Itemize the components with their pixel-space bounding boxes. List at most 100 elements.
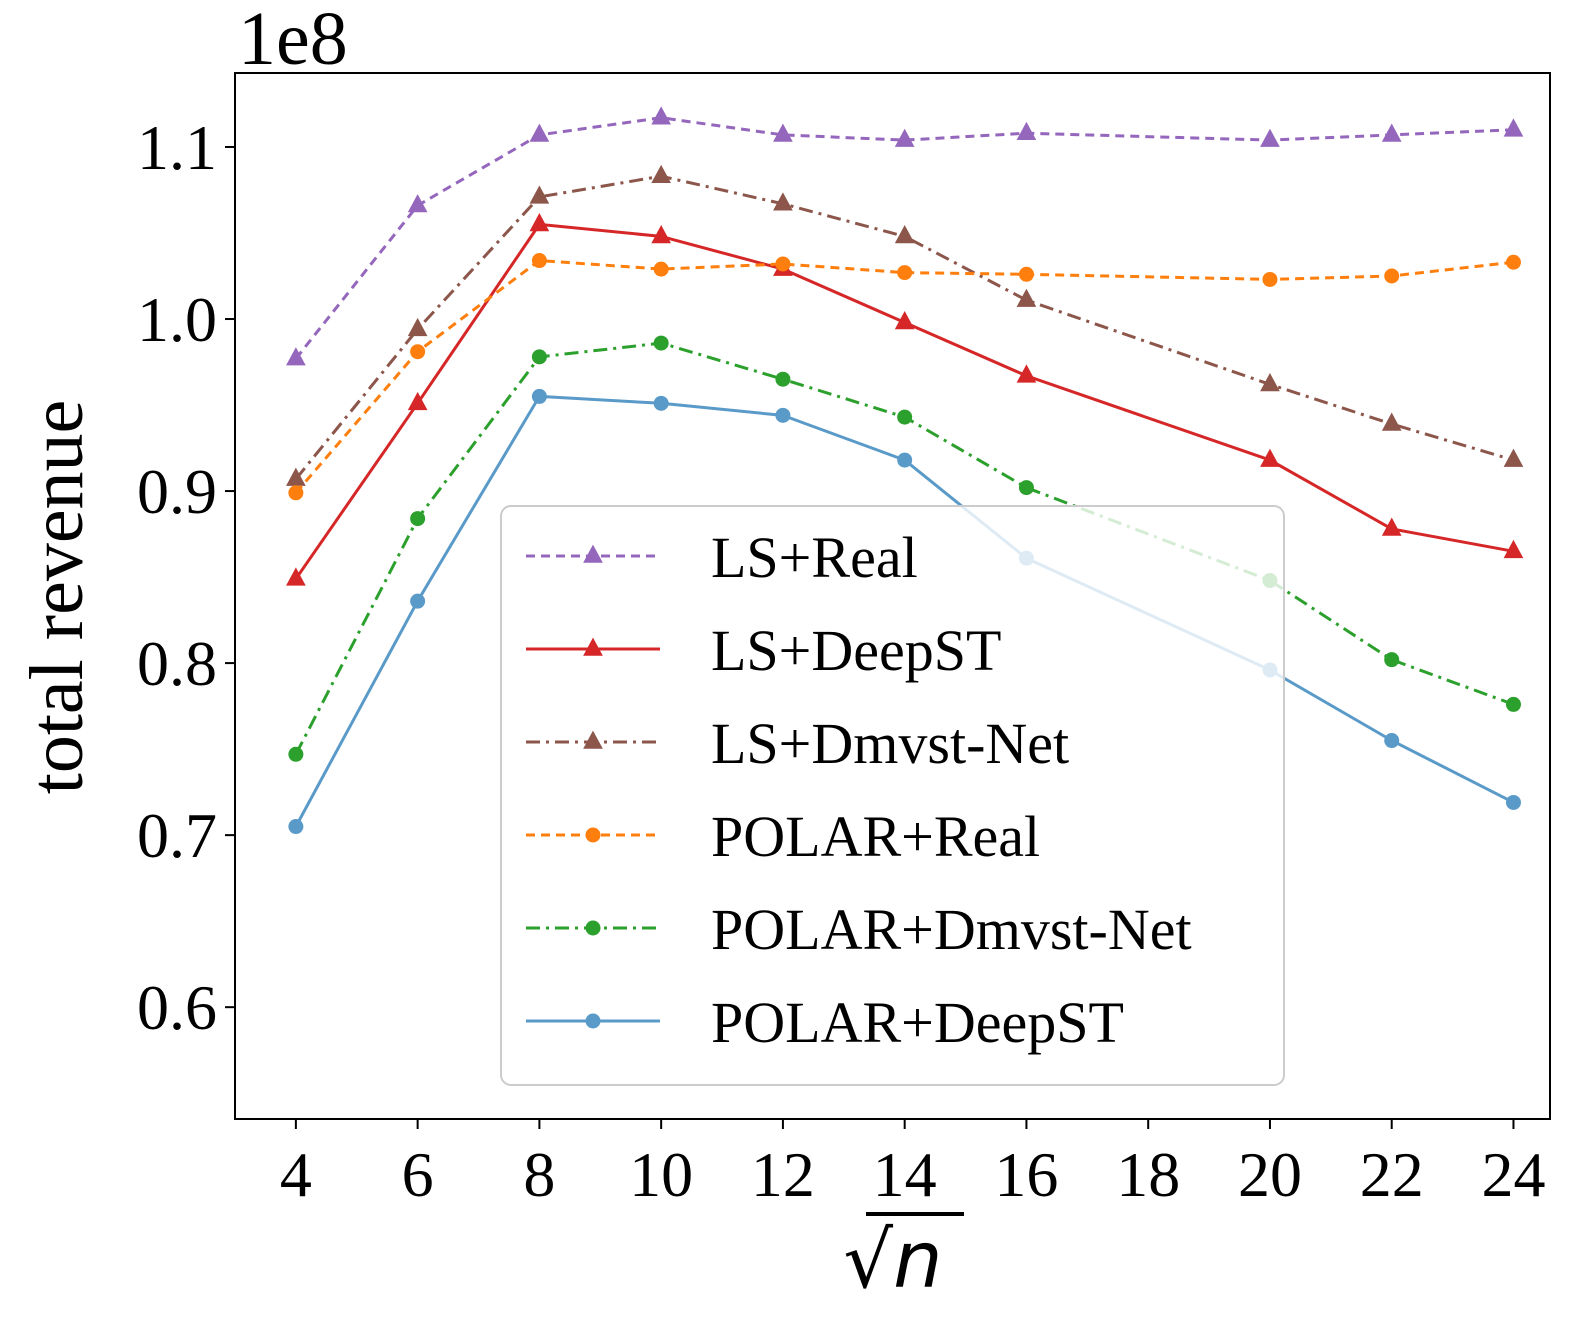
series-line-polar-real [294, 259, 1514, 494]
data-point-polar-real [775, 256, 791, 272]
data-point-ls-real [1381, 123, 1402, 142]
data-point-ls-real [1260, 128, 1280, 147]
data-point-ls-real [286, 347, 306, 366]
legend-label-ls-real: LS+Real [711, 525, 918, 590]
data-point-polar-deepst [410, 593, 426, 609]
data-point-ls-deepst [1381, 517, 1402, 536]
x-tick-label: 6 [402, 1139, 434, 1210]
data-point-polar-real [288, 485, 304, 501]
x-tick-label: 24 [1481, 1139, 1545, 1210]
data-point-polar-dmvst-net [775, 371, 791, 387]
data-point-polar-real [531, 253, 547, 269]
data-point-ls-deepst [1260, 448, 1280, 467]
data-point-polar-dmvst-net [897, 409, 913, 425]
data-point-ls-real [1016, 121, 1037, 141]
legend-marker-ls-dmvst-net [583, 730, 603, 749]
data-point-polar-dmvst-net [531, 349, 547, 365]
y-tick-label: 0.6 [137, 972, 217, 1043]
legend-box [500, 505, 1285, 1086]
data-point-ls-deepst [894, 311, 915, 330]
data-point-polar-deepst [288, 819, 304, 835]
data-point-polar-dmvst-net [1384, 652, 1400, 668]
data-point-polar-dmvst-net [410, 511, 426, 527]
y-scale-label: 1e8 [238, 0, 348, 81]
data-point-polar-dmvst-net [1018, 480, 1034, 496]
data-point-polar-deepst [775, 407, 791, 423]
x-tick-label: 14 [873, 1139, 937, 1210]
series-group [286, 106, 1524, 835]
data-point-polar-real [1262, 271, 1278, 287]
x-axis-label: √n [843, 1216, 942, 1306]
y-tick-label: 0.9 [137, 456, 217, 527]
x-tick-label: 8 [523, 1139, 555, 1210]
legend: LS+Real LS+DeepST LS+Dmvst-Net POLAR+Real PO… [500, 505, 1285, 1086]
legend-marker-ls-real [583, 544, 603, 563]
series-line-ls-dmvst-net [294, 174, 1514, 480]
data-point-ls-deepst [286, 567, 306, 586]
series-line-polar-deepst [294, 394, 1515, 828]
data-point-ls-dmvst-net [529, 185, 550, 204]
data-point-polar-real [897, 265, 913, 281]
x-axis-label-variable: n [893, 1216, 942, 1306]
series-line-ls-deepst [294, 222, 1514, 580]
x-tick-label: 10 [629, 1139, 693, 1210]
y-tick-label: 1.1 [137, 112, 217, 183]
data-point-ls-dmvst-net [1260, 372, 1280, 392]
y-tick-label: 0.7 [137, 800, 217, 871]
legend-label-ls-deepst: LS+DeepST [711, 618, 1001, 683]
legend-marker-ls-deepst [583, 637, 603, 656]
plot-frame [234, 72, 1551, 1120]
series-ls-real [286, 106, 1524, 366]
data-point-polar-real [653, 261, 669, 277]
x-tick-label: 22 [1360, 1139, 1424, 1210]
data-point-ls-dmvst-net [894, 225, 915, 244]
data-point-polar-dmvst-net [653, 335, 669, 351]
x-tick-label: 16 [994, 1139, 1058, 1210]
data-point-polar-dmvst-net [288, 746, 304, 762]
data-point-ls-real [1503, 118, 1524, 137]
data-point-ls-dmvst-net [651, 164, 671, 184]
data-point-ls-dmvst-net [1503, 448, 1524, 467]
data-point-ls-deepst [529, 212, 550, 232]
data-point-ls-dmvst-net [1381, 412, 1402, 431]
data-point-ls-deepst [1503, 539, 1524, 559]
series-ls-dmvst-net [286, 164, 1524, 486]
data-point-polar-real [1384, 268, 1400, 284]
data-point-polar-deepst [1384, 733, 1400, 749]
axis-ticks: 4 6 8 10 12 14 16 18 20 22 24 0.6 0.7 0.8 0.9 1.0 1.1 [137, 112, 1545, 1210]
data-point-ls-real [773, 123, 793, 142]
data-point-ls-dmvst-net [773, 192, 793, 211]
data-point-ls-deepst [651, 225, 671, 244]
data-point-polar-dmvst-net [1505, 696, 1521, 712]
x-axis-label-radical: √ [843, 1216, 893, 1306]
data-point-polar-deepst [531, 388, 547, 404]
series-line-ls-real [294, 116, 1514, 360]
data-point-ls-real [407, 194, 428, 213]
data-point-ls-deepst [1016, 364, 1037, 383]
y-tick-label: 0.8 [137, 628, 217, 699]
y-tick-label: 1.0 [137, 284, 217, 355]
x-tick-label: 18 [1116, 1139, 1180, 1210]
legend-label-polar-dmvst-net: POLAR+Dmvst-Net [711, 897, 1192, 962]
legend-label-polar-deepst: POLAR+DeepST [711, 990, 1124, 1055]
series-polar-real [288, 253, 1521, 501]
data-point-ls-real [529, 123, 550, 142]
legend-label-polar-real: POLAR+Real [711, 804, 1040, 869]
data-point-polar-deepst [897, 452, 913, 468]
series-line-polar-dmvst-net [294, 341, 1515, 755]
data-point-polar-real [410, 344, 426, 360]
data-point-ls-dmvst-net [1016, 288, 1037, 307]
x-tick-label: 4 [280, 1139, 312, 1210]
x-tick-label: 20 [1238, 1139, 1302, 1210]
data-point-ls-real [651, 106, 671, 125]
legend-label-ls-dmvst-net: LS+Dmvst-Net [711, 711, 1069, 776]
data-point-polar-real [1505, 254, 1521, 270]
data-point-polar-deepst [653, 395, 669, 411]
y-axis-label: total revenue [15, 400, 99, 795]
legend-marker-polar-real [585, 827, 601, 843]
legend-marker-polar-dmvst-net [585, 920, 601, 936]
data-point-ls-deepst [407, 391, 428, 411]
data-point-ls-dmvst-net [407, 317, 428, 337]
data-point-polar-deepst [1505, 794, 1521, 810]
